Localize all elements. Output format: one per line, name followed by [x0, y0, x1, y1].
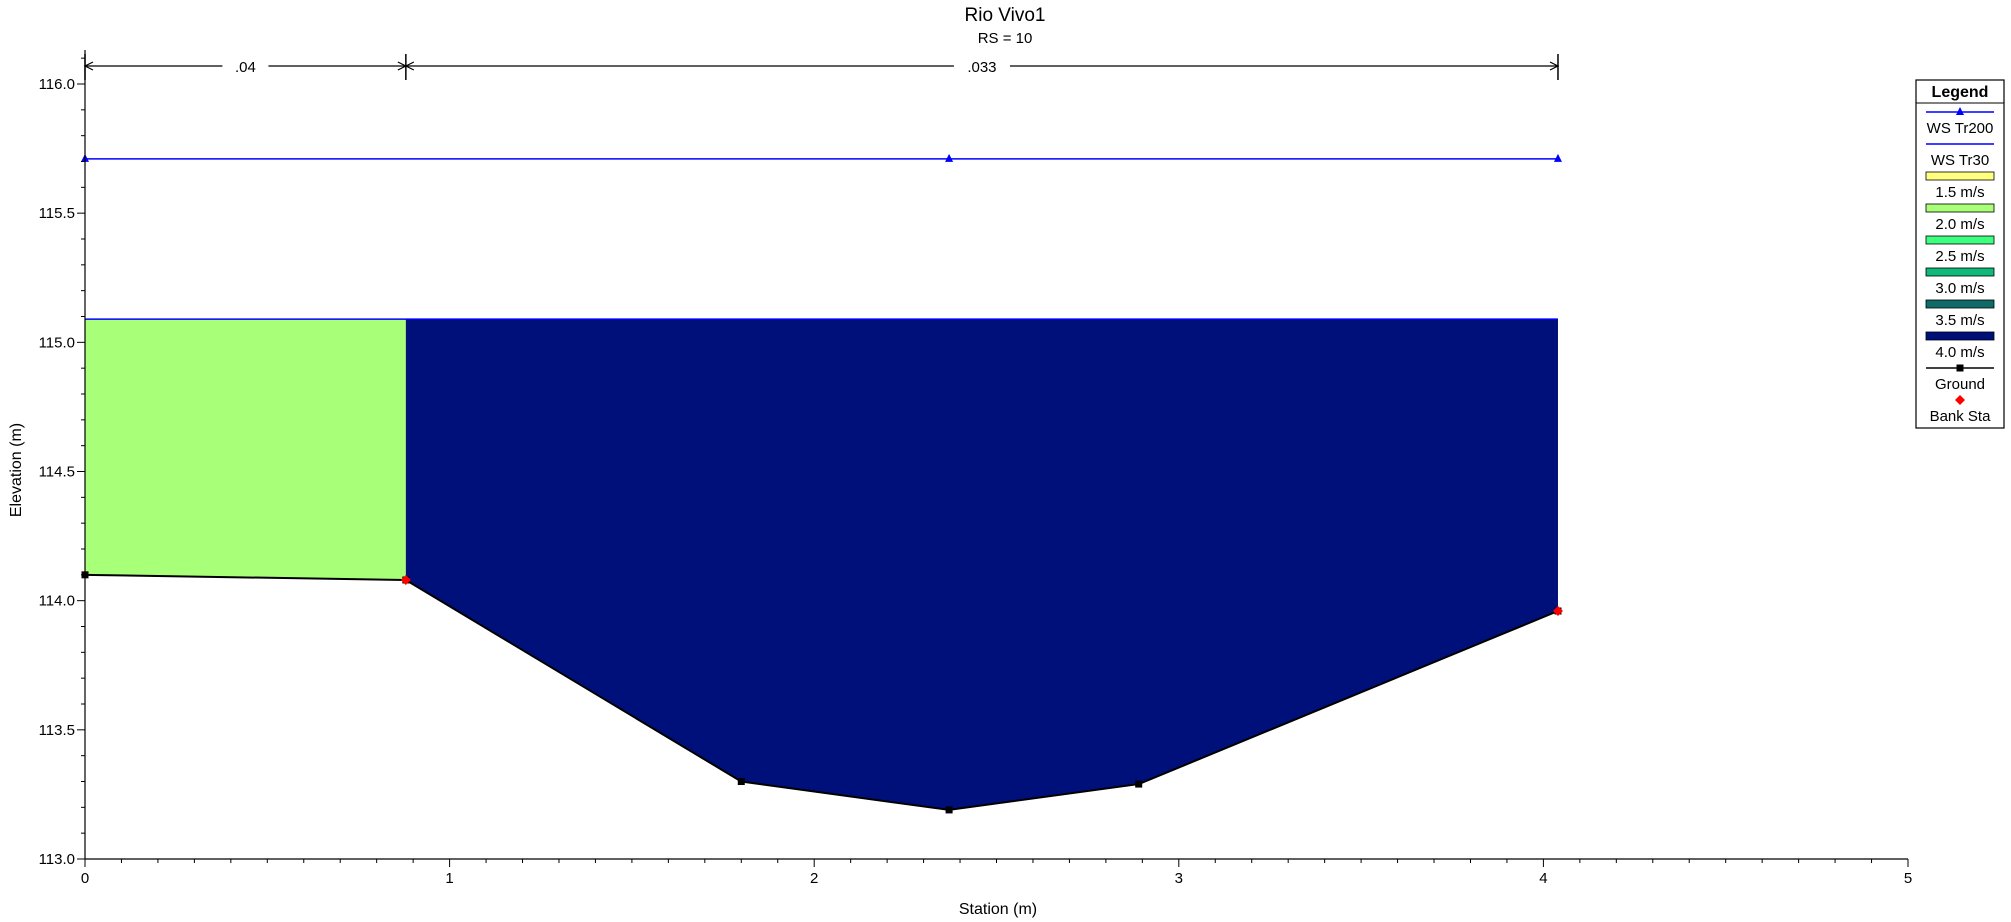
x-tick-label-5: 5: [1904, 870, 1912, 887]
legend-swatch-5: [1925, 267, 1995, 277]
legend-triangle-icon: [1956, 107, 1964, 115]
y-tick-label-2: 114.0: [39, 593, 75, 610]
y-tick-label-4: 115.0: [39, 334, 75, 351]
mannings-n-markers: .04 .033: [83, 54, 1560, 80]
y-tick-label-3: 114.5: [39, 464, 75, 481]
legend-label-3: 2.0 m/s: [1935, 216, 1984, 233]
y-tick-label-0: 113.0: [39, 851, 75, 868]
x-tick-label-4: 4: [1539, 870, 1547, 887]
legend-label-2: 1.5 m/s: [1935, 184, 1984, 201]
chart-title: Rio Vivo1: [965, 5, 1046, 26]
ground-point-3: [945, 806, 953, 814]
mannings-label-0: .04: [235, 59, 256, 76]
bank-station-marker-1: [1552, 606, 1563, 616]
legend-label-4: 2.5 m/s: [1935, 248, 1984, 265]
velocity-fill-0: [85, 319, 406, 580]
mannings-arrowhead-right-1: [1549, 61, 1560, 71]
y-tick-label-5: 115.5: [39, 205, 75, 222]
legend-swatch-7: [1925, 331, 1995, 341]
legend-label-6: 3.5 m/s: [1935, 312, 1984, 329]
x-tick-label-1: 1: [445, 870, 453, 887]
chart-subtitle: RS = 10: [978, 30, 1033, 47]
y-tick-label-6: 116.0: [39, 76, 75, 93]
legend-label-7: 4.0 m/s: [1935, 344, 1984, 361]
ground-line: [84, 573, 1559, 811]
bank-station-marker-0: [400, 575, 411, 585]
ground-point-4: [1135, 780, 1143, 788]
mannings-label-1: .033: [967, 59, 996, 76]
legend-label-9: Bank Sta: [1930, 408, 1992, 425]
ground-point-2: [737, 778, 745, 785]
y-axis-title: Elevation (m): [8, 423, 25, 517]
x-axis-title: Station (m): [959, 901, 1037, 918]
legend-swatch-6: [1925, 299, 1995, 309]
legend-swatch-3: [1925, 203, 1995, 213]
legend-label-1: WS Tr30: [1931, 152, 1989, 169]
legend-square-icon: [1956, 364, 1964, 372]
x-tick-label-2: 2: [810, 870, 818, 887]
legend: Legend WS Tr200 WS Tr30 1.5 m/s 2.0 m/s 2.5 m…: [1915, 79, 2005, 429]
x-tick-label-0: 0: [81, 870, 89, 887]
velocity-fills: [85, 319, 1558, 810]
legend-label-5: 3.0 m/s: [1935, 280, 1984, 297]
legend-box: [1915, 79, 2005, 429]
ws-tr200-marker-2: [1553, 153, 1562, 162]
legend-swatch-2: [1925, 171, 1995, 181]
legend-diamond-icon: [1955, 395, 1965, 405]
y-tick-label-1: 113.5: [39, 722, 75, 739]
ws-tr200-marker-1: [945, 153, 954, 162]
mannings-arrowhead-left-1: [404, 61, 415, 71]
legend-label-8: Ground: [1935, 376, 1985, 393]
legend-swatch-4: [1925, 235, 1995, 245]
water-surfaces: [81, 153, 1562, 320]
legend-title: Legend: [1932, 84, 1989, 101]
legend-label-0: WS Tr200: [1927, 120, 1994, 137]
x-tick-label-3: 3: [1175, 870, 1183, 887]
axes: 0 1 2 3 4 5 113.0 113.5 114.0 114.5 115.0 115.5 116.…: [39, 50, 1912, 887]
velocity-fill-1: [405, 319, 1558, 810]
